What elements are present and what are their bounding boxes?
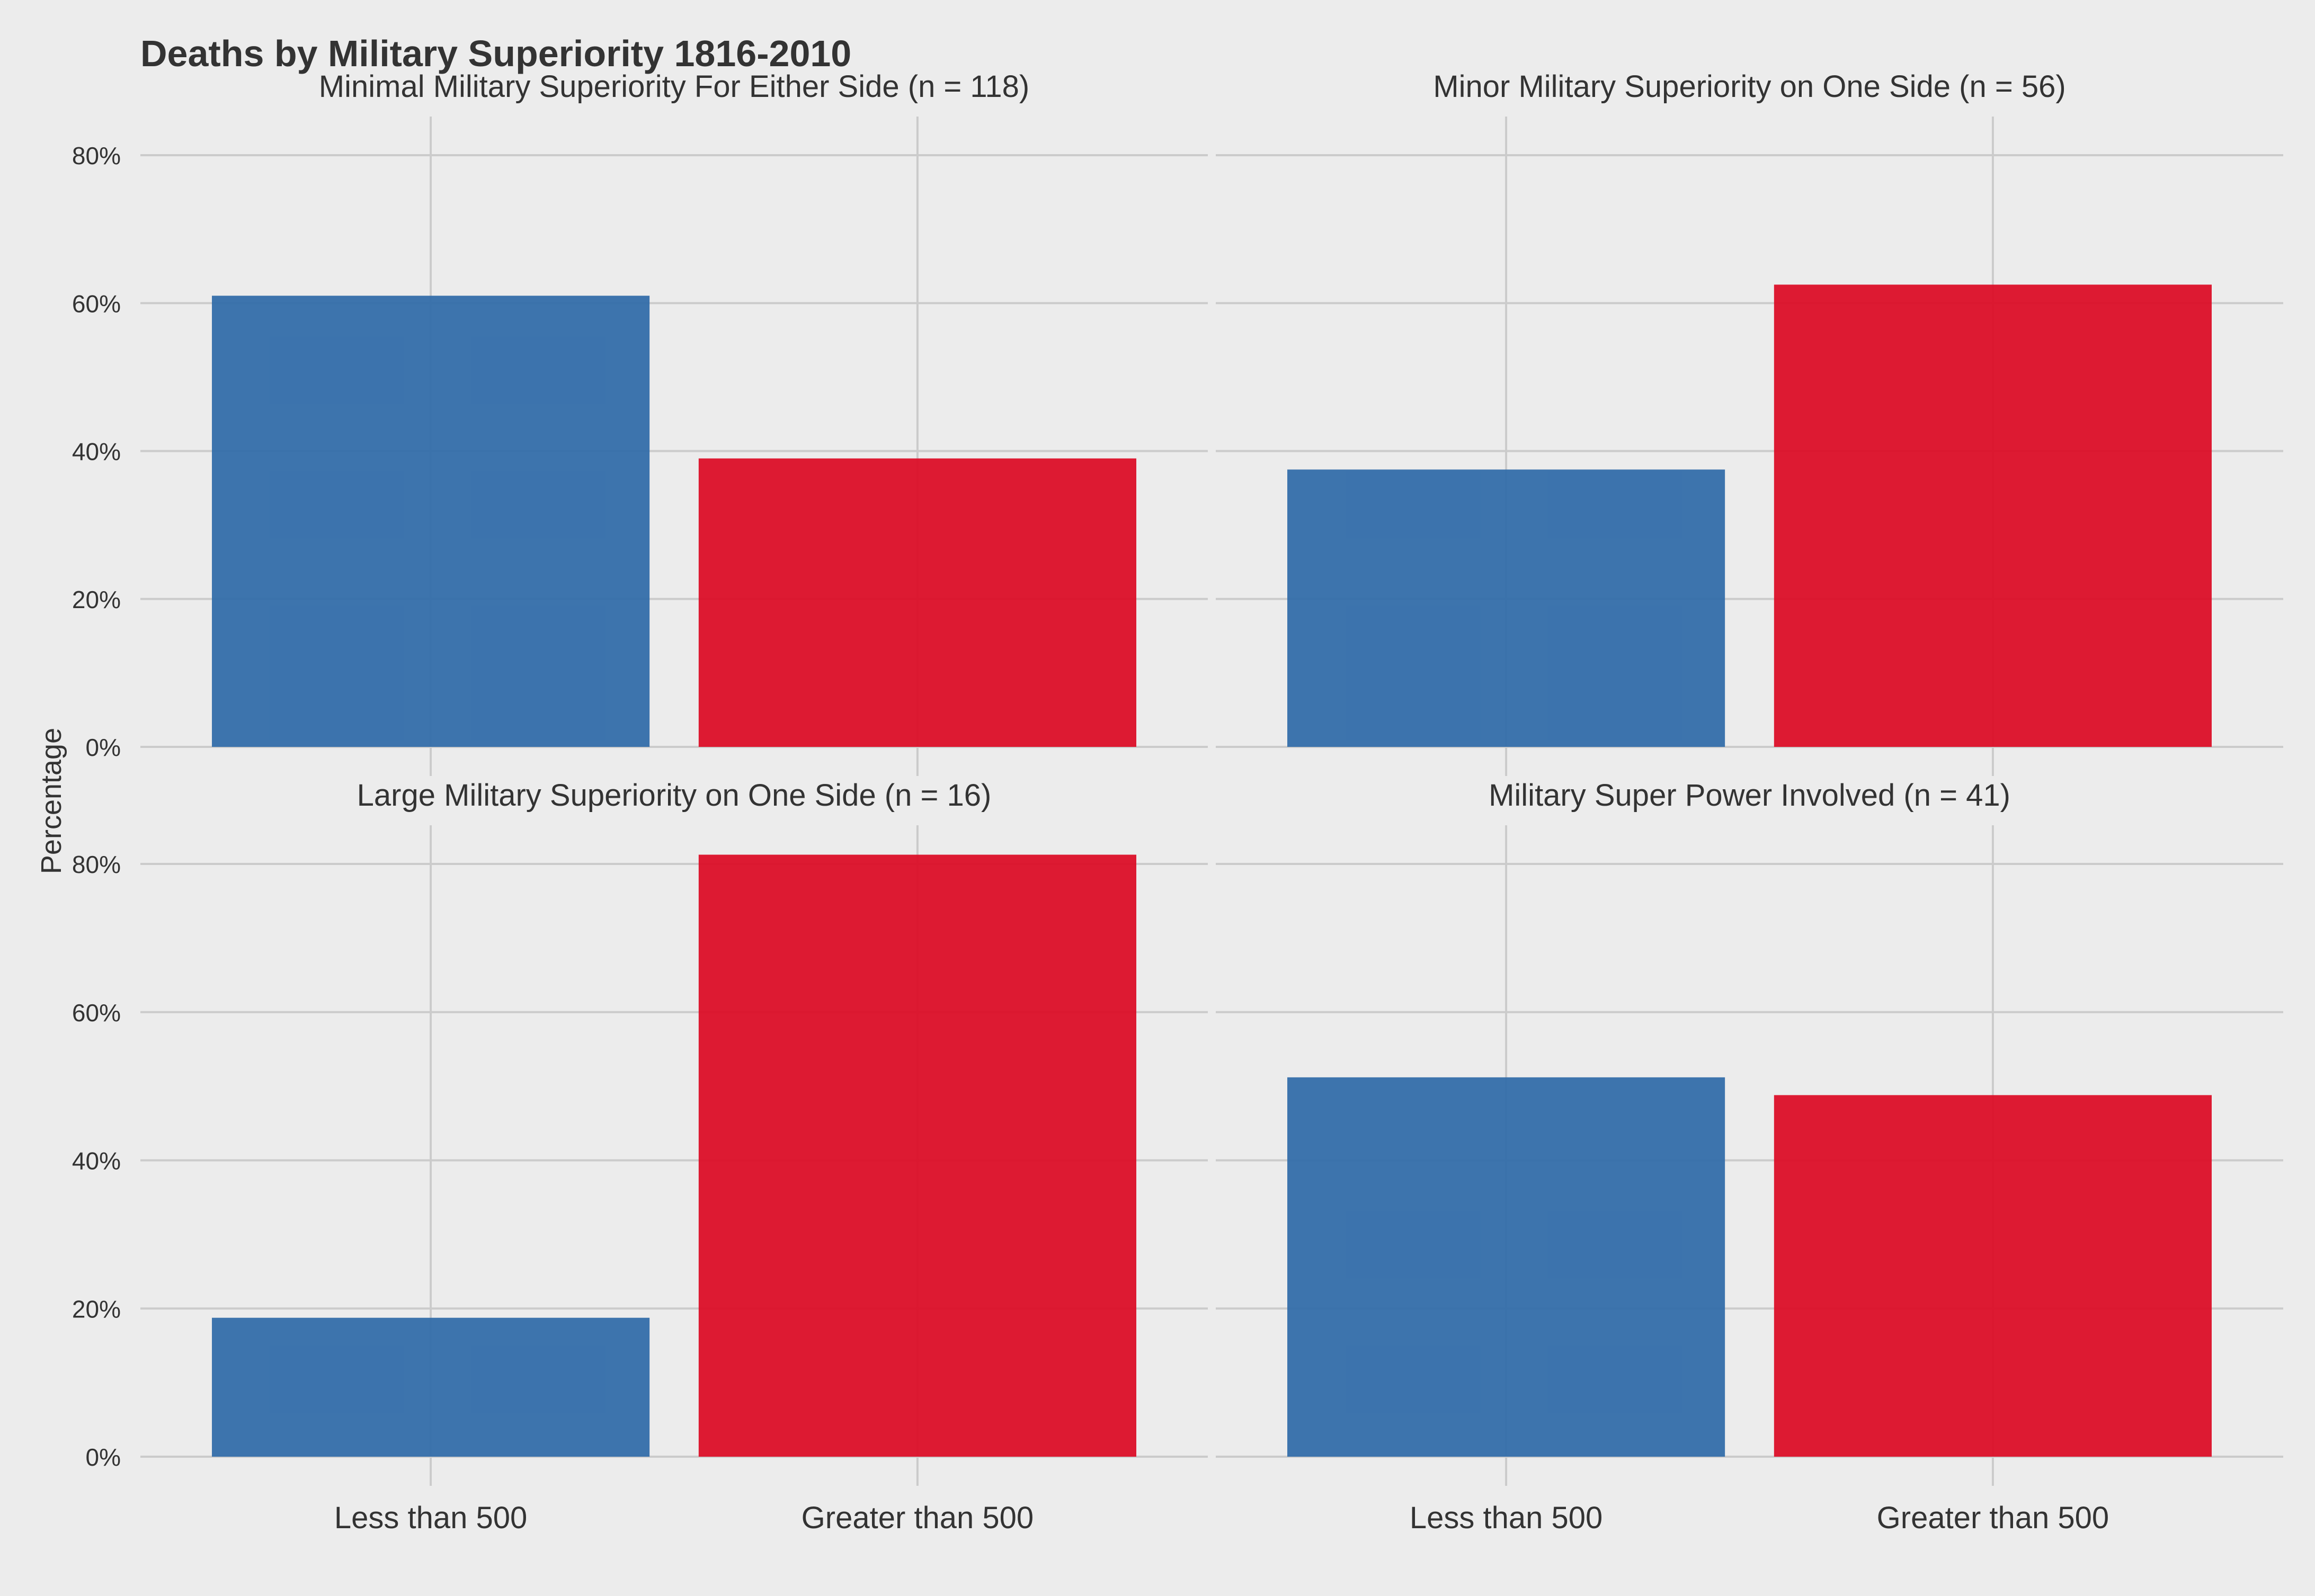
panel-title: Large Military Superiority on One Side (… xyxy=(357,778,992,813)
y-tick-label: 80% xyxy=(72,851,121,878)
panel-4: Military Super Power Involved (n = 41) Le… xyxy=(1216,778,2283,1535)
chart-title: Deaths by Military Superiority 1816-2010 xyxy=(140,33,851,74)
bar-less-than-500 xyxy=(212,296,650,747)
y-tick-label: 40% xyxy=(72,438,121,466)
y-tick-label: 60% xyxy=(72,290,121,317)
y-tick-label: 80% xyxy=(72,142,121,170)
bar-greater-than-500 xyxy=(698,854,1136,1457)
y-tick-label: 20% xyxy=(72,586,121,613)
x-tick-label: Less than 500 xyxy=(334,1501,527,1535)
bar-greater-than-500 xyxy=(698,458,1136,747)
bar-greater-than-500 xyxy=(1774,284,2212,747)
panel-title: Military Super Power Involved (n = 41) xyxy=(1489,778,2010,813)
y-tick-label: 0% xyxy=(86,734,121,761)
bar-greater-than-500 xyxy=(1774,1095,2212,1457)
bar-less-than-500 xyxy=(212,1317,650,1457)
y-tick-label: 60% xyxy=(72,999,121,1027)
panel-1: 0% 20% 40% 60% 80% Minimal Military Superiori… xyxy=(72,69,1208,776)
panel-title: Minor Military Superiority on One Side (… xyxy=(1433,69,2065,104)
panels-layer: 0% 20% 40% 60% 80% Minimal Military Superiori… xyxy=(72,69,2283,1535)
y-tick-label: 0% xyxy=(86,1443,121,1471)
panel-title: Minimal Military Superiority For Either … xyxy=(319,69,1029,104)
x-tick-label: Greater than 500 xyxy=(802,1501,1034,1535)
x-tick-label: Less than 500 xyxy=(1410,1501,1602,1535)
x-tick-label: Greater than 500 xyxy=(1877,1501,2109,1535)
y-tick-label: 40% xyxy=(72,1147,121,1175)
bar-less-than-500 xyxy=(1287,469,1725,747)
bar-less-than-500 xyxy=(1287,1077,1725,1457)
y-axis-label: Percentage xyxy=(35,728,67,874)
panel-3: 0% 20% 40% 60% 80% Large Military Superiority… xyxy=(72,778,1208,1535)
y-tick-label: 20% xyxy=(72,1295,121,1323)
panel-2: Minor Military Superiority on One Side (… xyxy=(1216,69,2283,776)
